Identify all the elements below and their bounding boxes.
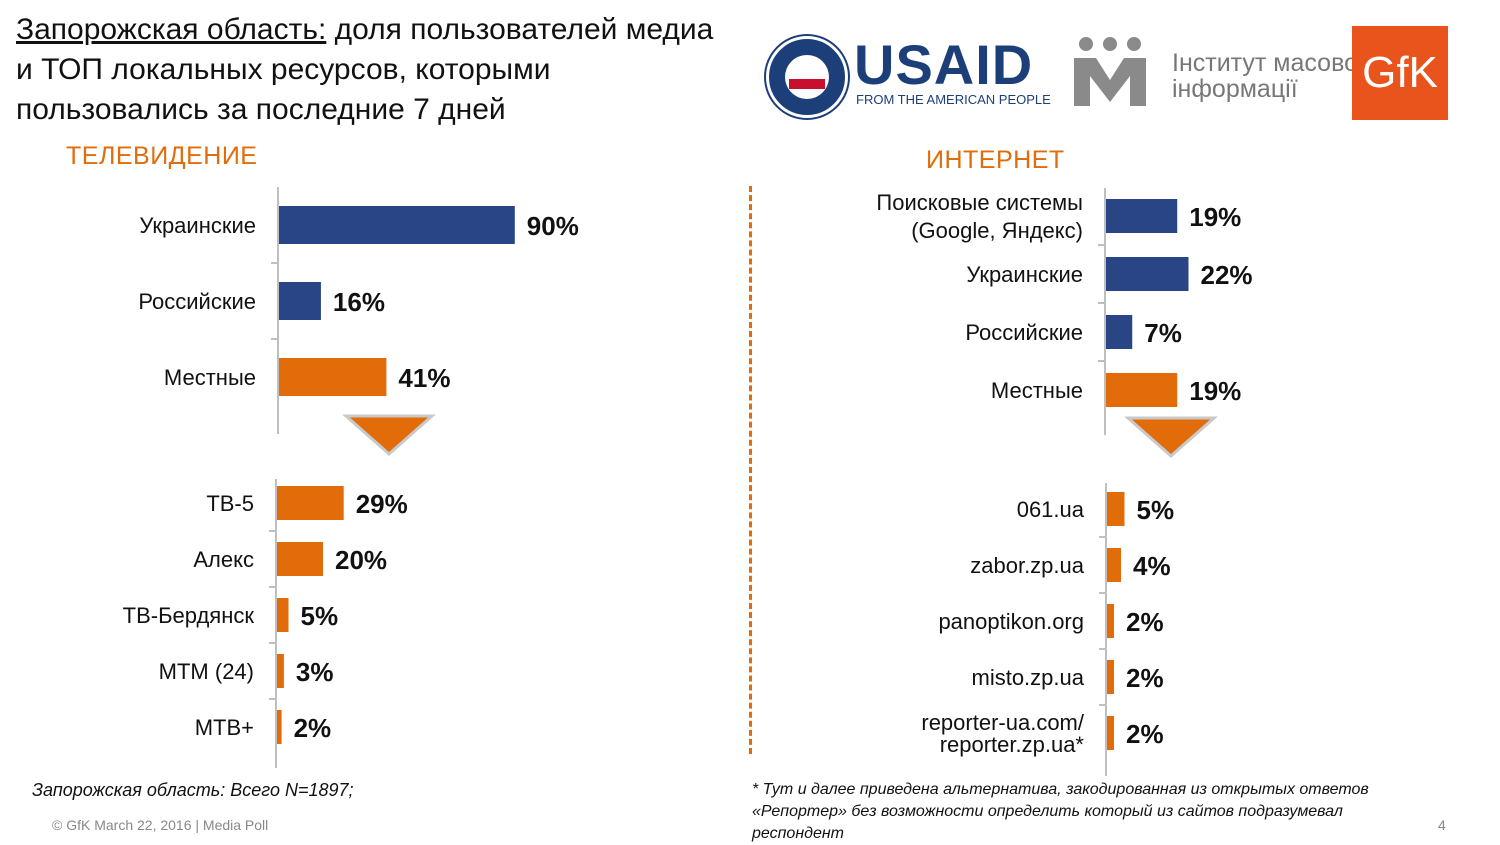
category-label: Местные — [164, 365, 256, 390]
title-region: Запорожская область: — [16, 13, 327, 46]
bar — [1107, 548, 1121, 582]
data-label: 22% — [1201, 260, 1253, 290]
gfk-logo: GfK — [1352, 26, 1448, 120]
category-label: ТВ-5 — [206, 491, 254, 516]
data-label: 29% — [356, 489, 408, 519]
data-label: 19% — [1189, 376, 1241, 406]
category-label: 061.ua — [1017, 497, 1085, 522]
imi-line-1: Інститут масової — [1172, 49, 1365, 77]
category-label: (Google, Яндекс) — [911, 218, 1083, 243]
bar — [1106, 315, 1133, 349]
bar — [1107, 492, 1125, 526]
bar — [1106, 373, 1178, 407]
category-label: Российские — [965, 320, 1083, 345]
data-label: 2% — [294, 713, 332, 743]
internet-origin-chart: 19% Поисковые системы (Google, Яндекс) 22% У… — [876, 188, 1253, 435]
category-label: misto.zp.ua — [972, 665, 1085, 690]
bar — [1107, 716, 1114, 750]
bar — [279, 206, 515, 244]
internet-arrow-down-icon — [1124, 416, 1218, 459]
internet-local-chart: 5% 061.ua 4% zabor.zp.ua 2% panoptikon.org 2% m… — [921, 483, 1175, 776]
category-label: Российские — [138, 289, 256, 314]
usaid-logo-text: USAID — [854, 33, 1034, 96]
page-title: Запорожская область: доля пользователей … — [16, 10, 736, 130]
category-label: Местные — [991, 378, 1083, 403]
bar — [277, 486, 344, 520]
category-label: Украинские — [966, 262, 1083, 287]
bar — [1106, 257, 1189, 291]
bar — [1107, 604, 1114, 638]
data-label: 4% — [1133, 551, 1171, 581]
page-number: 4 — [1438, 817, 1446, 833]
category-label: Поисковые системы — [876, 190, 1083, 215]
bar — [279, 358, 387, 396]
usaid-tagline: FROM THE AMERICAN PEOPLE — [856, 92, 1051, 107]
imi-line-2: інформації — [1172, 75, 1298, 103]
column-divider — [749, 186, 752, 754]
tv-section-title: ТЕЛЕВИДЕНИЕ — [66, 142, 258, 170]
category-label: reporter.zp.ua* — [940, 732, 1085, 757]
bar — [1107, 660, 1114, 694]
data-label: 2% — [1126, 663, 1164, 693]
category-label: МТМ (24) — [159, 659, 254, 684]
usaid-seal-icon — [766, 36, 848, 118]
category-label: Алекс — [193, 547, 254, 572]
data-label: 16% — [333, 287, 385, 317]
category-label: ТВ-Бердянск — [123, 603, 255, 628]
internet-section-title: ИНТЕРНЕТ — [926, 146, 1065, 174]
category-label: Украинские — [139, 213, 256, 238]
tv-local-chart: 29% ТВ-5 20% Алекс 5% ТВ-Бердянск 3% МТМ (24) 2%… — [123, 479, 408, 768]
tv-arrow-down-icon — [342, 414, 436, 457]
bar — [1106, 199, 1178, 233]
category-label: МТВ+ — [195, 715, 254, 740]
data-label: 20% — [335, 545, 387, 575]
data-label: 5% — [301, 601, 339, 631]
bar — [277, 710, 282, 744]
title-description: доля пользователей медиа и ТОП локальных… — [16, 13, 714, 126]
logo-strip: USAID FROM THE AMERICAN PEOPLE Інститут … — [762, 26, 1452, 122]
data-label: 2% — [1126, 607, 1164, 637]
bar — [277, 598, 289, 632]
data-label: 3% — [296, 657, 334, 687]
data-label: 7% — [1144, 318, 1182, 348]
sample-note: Запорожская область: Всего N=1897; — [32, 780, 354, 800]
data-label: 2% — [1126, 719, 1164, 749]
bar — [277, 542, 323, 576]
data-label: 90% — [527, 211, 579, 241]
imi-logo-text: Інститут масової інформації — [1172, 50, 1365, 102]
category-label: reporter-ua.com/ — [921, 710, 1085, 735]
bar — [279, 282, 321, 320]
category-label: zabor.zp.ua — [970, 553, 1085, 578]
category-label: panoptikon.org — [938, 609, 1084, 634]
imi-logo-icon — [1074, 37, 1146, 106]
bar — [277, 654, 284, 688]
footnote: * Тут и далее приведена альтернатива, за… — [752, 781, 1369, 842]
data-label: 41% — [398, 363, 450, 393]
data-label: 19% — [1189, 202, 1241, 232]
data-label: 5% — [1137, 495, 1175, 525]
footer-copyright: © GfK March 22, 2016 | Media Poll — [52, 817, 269, 833]
tv-origin-chart: 90% Украинские 16% Российские 41% Местные — [138, 187, 579, 434]
